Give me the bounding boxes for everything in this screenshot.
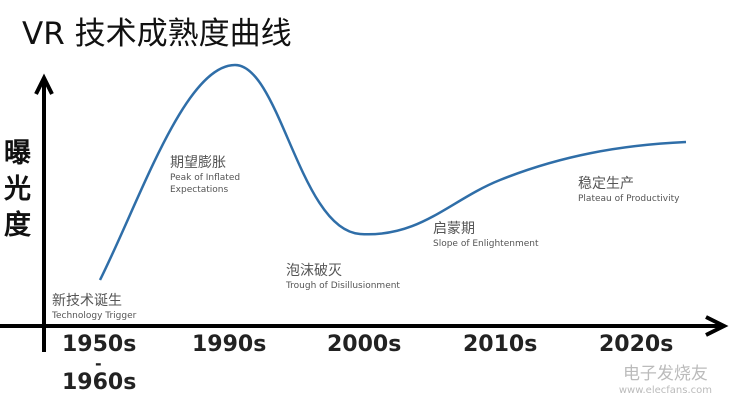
watermark-name: 电子发烧友 xyxy=(622,364,708,384)
x-axis-arrow-icon xyxy=(705,315,729,337)
phase-en-label: Peak of Inflated Expectations xyxy=(170,173,241,195)
phase-peak: 期望膨胀 Peak of Inflated Expectations xyxy=(170,152,260,196)
y-axis-arrow-icon xyxy=(34,73,54,95)
x-tick-label: 2010s xyxy=(463,332,538,357)
watermark: 电子发烧友 www.elecfans.com xyxy=(619,364,712,397)
phase-en-label: Trough of Disillusionment xyxy=(286,281,400,291)
phase-en-label: Slope of Enlightenment xyxy=(433,239,539,249)
x-tick-label: 2020s xyxy=(599,332,674,357)
page-title: VR 技术成熟度曲线 xyxy=(22,16,292,52)
phase-en-label: Plateau of Productivity xyxy=(578,194,680,204)
phase-cn-label: 泡沫破灭 xyxy=(286,263,342,279)
x-tick-label: 2000s xyxy=(327,332,402,357)
hype-curve xyxy=(98,63,687,281)
x-tick-label: 1960s xyxy=(62,370,137,395)
phase-cn-label: 期望膨胀 xyxy=(170,155,226,171)
x-tick-label: 1990s xyxy=(192,332,267,357)
phase-cn-label: 新技术诞生 xyxy=(52,293,122,309)
watermark-url: www.elecfans.com xyxy=(618,385,712,396)
phase-en-label: Technology Trigger xyxy=(52,311,137,321)
phase-cn-label: 稳定生产 xyxy=(578,176,634,192)
phase-technology-trigger: 新技术诞生 Technology Trigger xyxy=(52,290,136,322)
x-tick-label: 1950s xyxy=(62,332,137,357)
phase-trough: 泡沫破灭 Trough of Disillusionment xyxy=(286,260,400,292)
phase-slope: 启蒙期 Slope of Enlightenment xyxy=(433,218,538,250)
phase-cn-label: 启蒙期 xyxy=(433,221,475,237)
x-tick-label: - xyxy=(95,354,102,373)
phase-plateau: 稳定生产 Plateau of Productivity xyxy=(578,173,679,205)
y-axis-label: 曝光度 xyxy=(4,138,31,241)
